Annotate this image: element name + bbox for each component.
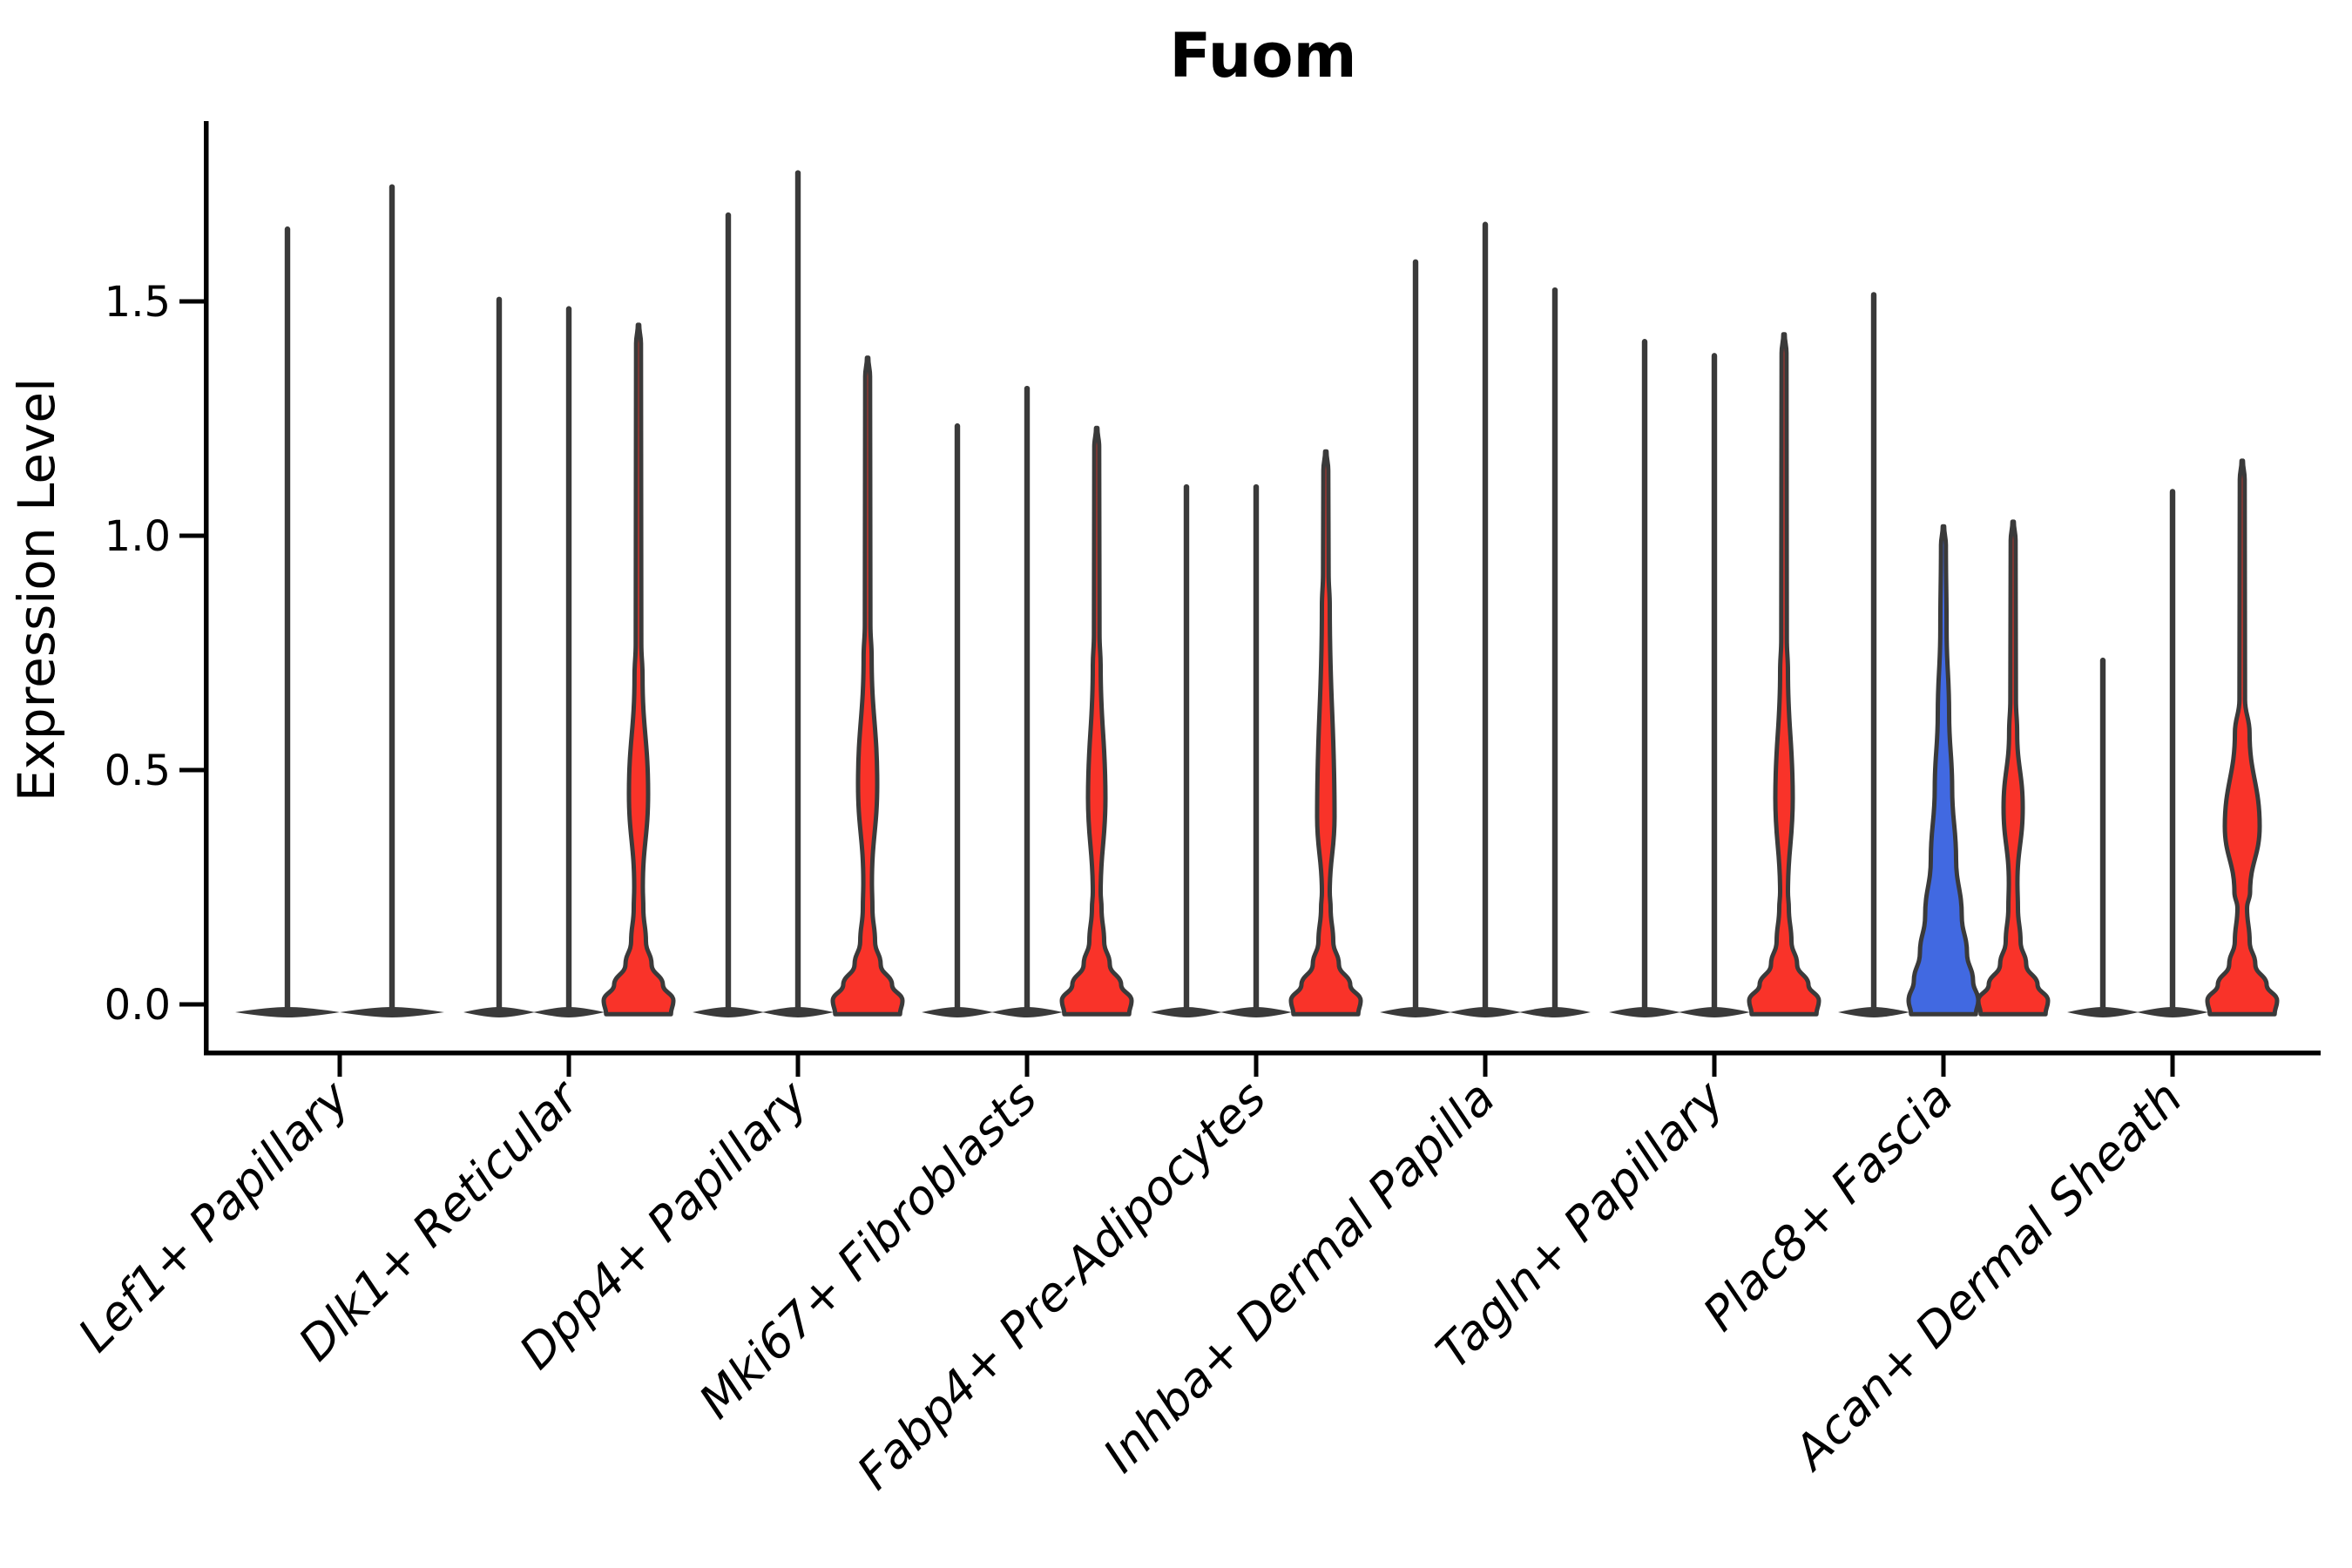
y-tick-label: 1.0 (105, 512, 171, 561)
x-tick-mark (1712, 1052, 1717, 1077)
x-tick-mark (2170, 1052, 2175, 1077)
violin-0-1-spike (389, 184, 395, 1013)
x-tick-mark (795, 1052, 801, 1077)
violin-6-0-spike (1641, 339, 1648, 1013)
violin-1-1-spike (565, 306, 572, 1013)
plot-title: Fuom (1169, 20, 1356, 91)
violin-5-0-spike (1412, 259, 1419, 1014)
violin-1-0-spike (496, 296, 503, 1013)
y-axis-label: Expression Level (7, 378, 66, 801)
x-tick-label: Fabp4+ Pre-Adipocytes (847, 1071, 1276, 1500)
violin-5-2-spike (1551, 287, 1558, 1013)
violin-4-1-spike (1253, 483, 1260, 1013)
y-tick-label: 0.0 (105, 981, 171, 1030)
x-tick-mark (566, 1052, 571, 1077)
violin-3-1-spike (1024, 385, 1031, 1014)
violin-2-1-spike (794, 170, 801, 1014)
y-tick-mark (179, 767, 206, 773)
violin-4-2 (1288, 449, 1363, 1017)
x-tick-mark (1024, 1052, 1030, 1077)
x-axis-spine (204, 1051, 2321, 1056)
violin-0-0-spike (284, 226, 291, 1013)
violin-2-0-spike (725, 212, 732, 1013)
y-tick-label: 0.5 (105, 747, 171, 795)
violin-8-2 (2205, 458, 2280, 1017)
violin-4-0-spike (1183, 483, 1190, 1013)
x-tick-mark (1941, 1052, 1946, 1077)
violin-7-0-spike (1870, 292, 1877, 1013)
y-tick-marks (179, 299, 206, 1007)
x-tick-marks (337, 1052, 2175, 1077)
violin-7-1 (1906, 524, 1981, 1017)
y-tick-label: 1.5 (105, 278, 171, 327)
y-tick-labels: 0.0 0.5 1.0 1.5 (105, 278, 171, 1030)
y-tick-mark (179, 1002, 206, 1007)
x-tick-mark (1254, 1052, 1259, 1077)
x-tick-mark (337, 1052, 342, 1077)
violin-2-2 (830, 355, 905, 1017)
violin-6-2 (1747, 332, 1821, 1017)
x-tick-label: Inhba+ Dermal Papilla (1092, 1071, 1505, 1484)
violin-3-0-spike (954, 422, 961, 1013)
x-tick-mark (1483, 1052, 1488, 1077)
x-tick-labels: Lef1+ Papillary Dlk1+ Reticular Dpp4+ Pa… (68, 1069, 2193, 1500)
violin-8-1-spike (2169, 489, 2176, 1013)
violin-bodies (235, 170, 2280, 1017)
y-tick-mark (179, 533, 206, 538)
y-tick-mark (179, 299, 206, 304)
violin-1-2 (601, 322, 676, 1017)
y-axis-spine (204, 121, 209, 1055)
x-tick-label: Acan+ Dermal Sheath (1781, 1071, 2193, 1482)
violin-3-2 (1059, 425, 1134, 1017)
violin-6-1-spike (1711, 353, 1718, 1013)
violin-7-2 (1976, 519, 2051, 1017)
violin-5-1-spike (1482, 221, 1489, 1014)
violin-8-0-spike (2099, 657, 2106, 1013)
